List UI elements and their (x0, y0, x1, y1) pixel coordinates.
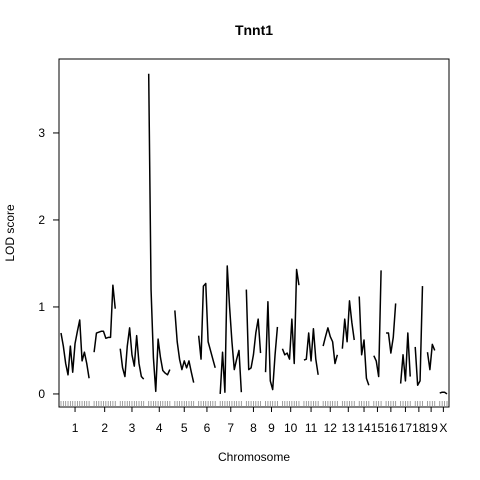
chromosome-label: 13 (342, 421, 356, 435)
chromosome-label: 9 (268, 421, 275, 435)
chromosome-label: 2 (101, 421, 108, 435)
chromosome-label: 10 (284, 421, 298, 435)
chr-16-curve (386, 303, 397, 354)
chromosome-label: 7 (227, 421, 234, 435)
chromosome-label: 11 (305, 421, 318, 435)
lod-curves (60, 73, 448, 395)
chr-X-curve (439, 391, 448, 395)
chromosome-label: 6 (204, 421, 211, 435)
chr-19-curve (426, 343, 436, 371)
chr-7-curve (219, 265, 243, 394)
chr-6-curve (197, 282, 216, 369)
chromosome-label: 4 (156, 421, 163, 435)
chromosome-label: X (439, 421, 447, 435)
chr-9-curve (264, 300, 279, 391)
x-axis-label: Chromosome (218, 450, 290, 464)
chr-10-curve (281, 268, 300, 365)
chromosome-label: 18 (412, 421, 426, 435)
chromosome-label: 14 (357, 421, 371, 435)
chr-17-curve (399, 332, 411, 384)
chr-3-curve (119, 327, 145, 380)
y-tick-label: 0 (38, 387, 45, 401)
y-axis: 0 1 2 3 (38, 126, 59, 401)
chromosome-label: 17 (399, 421, 413, 435)
chromosome-label: 16 (384, 421, 398, 435)
chr-12-curve (322, 327, 339, 365)
chr-11-curve (303, 327, 319, 375)
chr-15-curve (373, 270, 382, 378)
chromosome-label: 1 (72, 421, 79, 435)
y-tick-label: 3 (38, 126, 45, 140)
chr-14-curve (358, 296, 370, 386)
y-tick-label: 1 (38, 300, 45, 314)
chr-4-curve (147, 73, 171, 393)
chromosome-label: 15 (371, 421, 385, 435)
y-axis-label: LOD score (3, 204, 17, 262)
chr-13-curve (341, 300, 355, 349)
chr-5-curve (174, 310, 195, 383)
chr-1-curve (60, 319, 90, 379)
chart-title: Tnnt1 (235, 22, 273, 38)
chromosome-label: 8 (250, 421, 257, 435)
chromosome-label: 3 (129, 421, 136, 435)
chr-8-curve (245, 289, 262, 371)
chromosome-label: 12 (324, 421, 338, 435)
y-tick-label: 2 (38, 213, 45, 227)
chr-2-curve (93, 284, 116, 353)
chr-18-curve (414, 286, 424, 386)
chromosome-label: 19 (424, 421, 438, 435)
plot-frame (58, 58, 450, 408)
chromosome-label: 5 (181, 421, 188, 435)
marker-rug (60, 401, 448, 407)
